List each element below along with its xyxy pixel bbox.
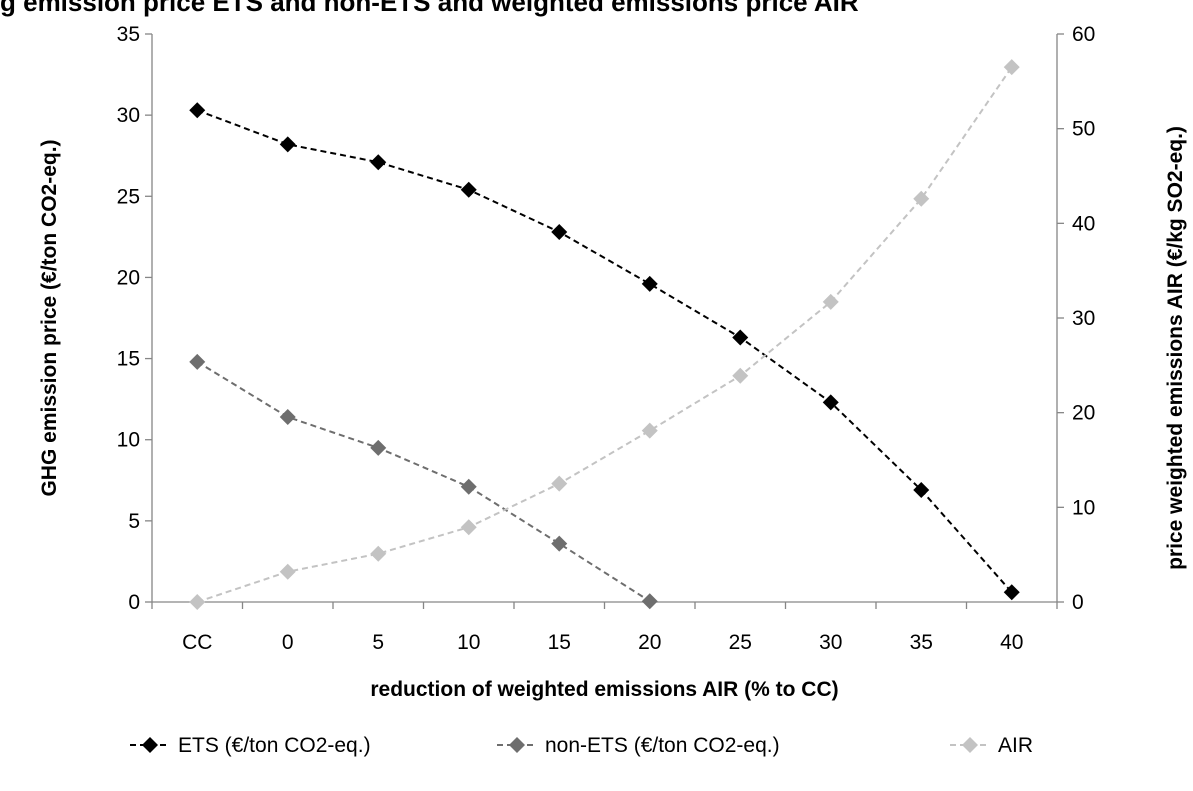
y-left-tick-label: 35: [117, 23, 140, 46]
series-point-0: [913, 482, 930, 499]
series-point-0: [189, 102, 206, 119]
y-right-tick-label: 40: [1072, 212, 1095, 235]
legend-label: ETS (€/ton CO2-eq.): [178, 734, 371, 757]
y-right-tick-label: 0: [1072, 591, 1084, 614]
series-point-0: [641, 275, 658, 292]
series-point-1: [189, 353, 206, 370]
x-tick-label: 0: [282, 631, 294, 654]
series-point-2: [1003, 59, 1020, 76]
series-point-1: [551, 535, 568, 552]
x-tick-label: 20: [638, 631, 661, 654]
legend-marker-0: [142, 737, 158, 753]
series-point-2: [641, 422, 658, 439]
legend-label: AIR: [998, 734, 1033, 757]
series-point-2: [822, 293, 839, 310]
series-point-2: [551, 475, 568, 492]
series-point-2: [279, 563, 296, 580]
x-tick-label: 25: [729, 631, 752, 654]
x-tick-label: 5: [372, 631, 384, 654]
y-left-tick-label: 5: [128, 510, 140, 533]
series-point-0: [822, 394, 839, 411]
x-tick-label: 10: [457, 631, 480, 654]
series-point-0: [1003, 584, 1020, 601]
series-point-0: [370, 154, 387, 171]
series-point-0: [460, 181, 477, 198]
x-tick-label: 40: [1000, 631, 1023, 654]
legend-marker-1: [509, 737, 525, 753]
x-axis-title: reduction of weighted emissions AIR (% t…: [370, 678, 838, 701]
series-line-0: [196, 109, 1013, 593]
series-point-2: [460, 519, 477, 536]
series-point-1: [370, 439, 387, 456]
y-right-tick-label: 10: [1072, 496, 1095, 519]
y-left-tick-label: 30: [117, 104, 140, 127]
legend-marker-2: [962, 737, 978, 753]
series-point-1: [460, 478, 477, 495]
y-left-tick-label: 15: [117, 348, 140, 371]
series-point-2: [732, 367, 749, 384]
series-point-0: [279, 136, 296, 153]
y-right-tick-label: 60: [1072, 23, 1095, 46]
y-axis-right-title: price weighted emissions AIR (€/kg SO2-e…: [1164, 126, 1187, 570]
y-left-tick-label: 20: [117, 266, 140, 289]
x-tick-label: 15: [548, 631, 571, 654]
y-right-tick-label: 20: [1072, 402, 1095, 425]
x-tick-label: 30: [819, 631, 842, 654]
series-point-0: [551, 223, 568, 240]
series-point-1: [279, 408, 296, 425]
chart-title-partial: g emission price ETS and non-ETS and wei…: [0, 0, 859, 17]
series-point-2: [189, 594, 206, 610]
legend-label: non-ETS (€/ton CO2-eq.): [545, 734, 780, 757]
series-line-1: [196, 360, 651, 603]
series-point-1: [641, 593, 658, 610]
y-right-tick-label: 50: [1072, 118, 1095, 141]
x-tick-label: CC: [182, 631, 212, 654]
y-right-tick-label: 30: [1072, 307, 1095, 330]
series-point-0: [732, 329, 749, 346]
y-left-tick-label: 10: [117, 429, 140, 452]
y-left-tick-label: 0: [128, 591, 140, 614]
y-axis-left-title: GHG emission price (€/ton CO2-eq.): [38, 139, 61, 496]
y-left-tick-label: 25: [117, 185, 140, 208]
series-line-2: [196, 66, 1013, 603]
series-point-2: [913, 190, 930, 207]
x-tick-label: 35: [910, 631, 933, 654]
series-point-2: [370, 545, 387, 562]
